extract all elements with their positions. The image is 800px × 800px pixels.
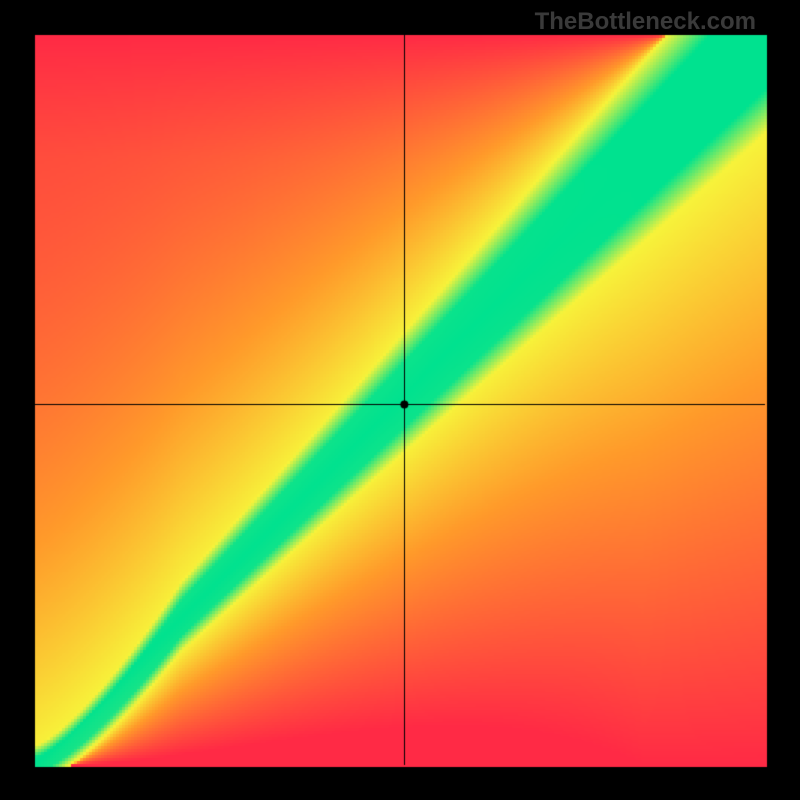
chart-container: TheBottleneck.com (0, 0, 800, 800)
bottleneck-heatmap-canvas (0, 0, 800, 800)
watermark-text: TheBottleneck.com (535, 8, 756, 36)
